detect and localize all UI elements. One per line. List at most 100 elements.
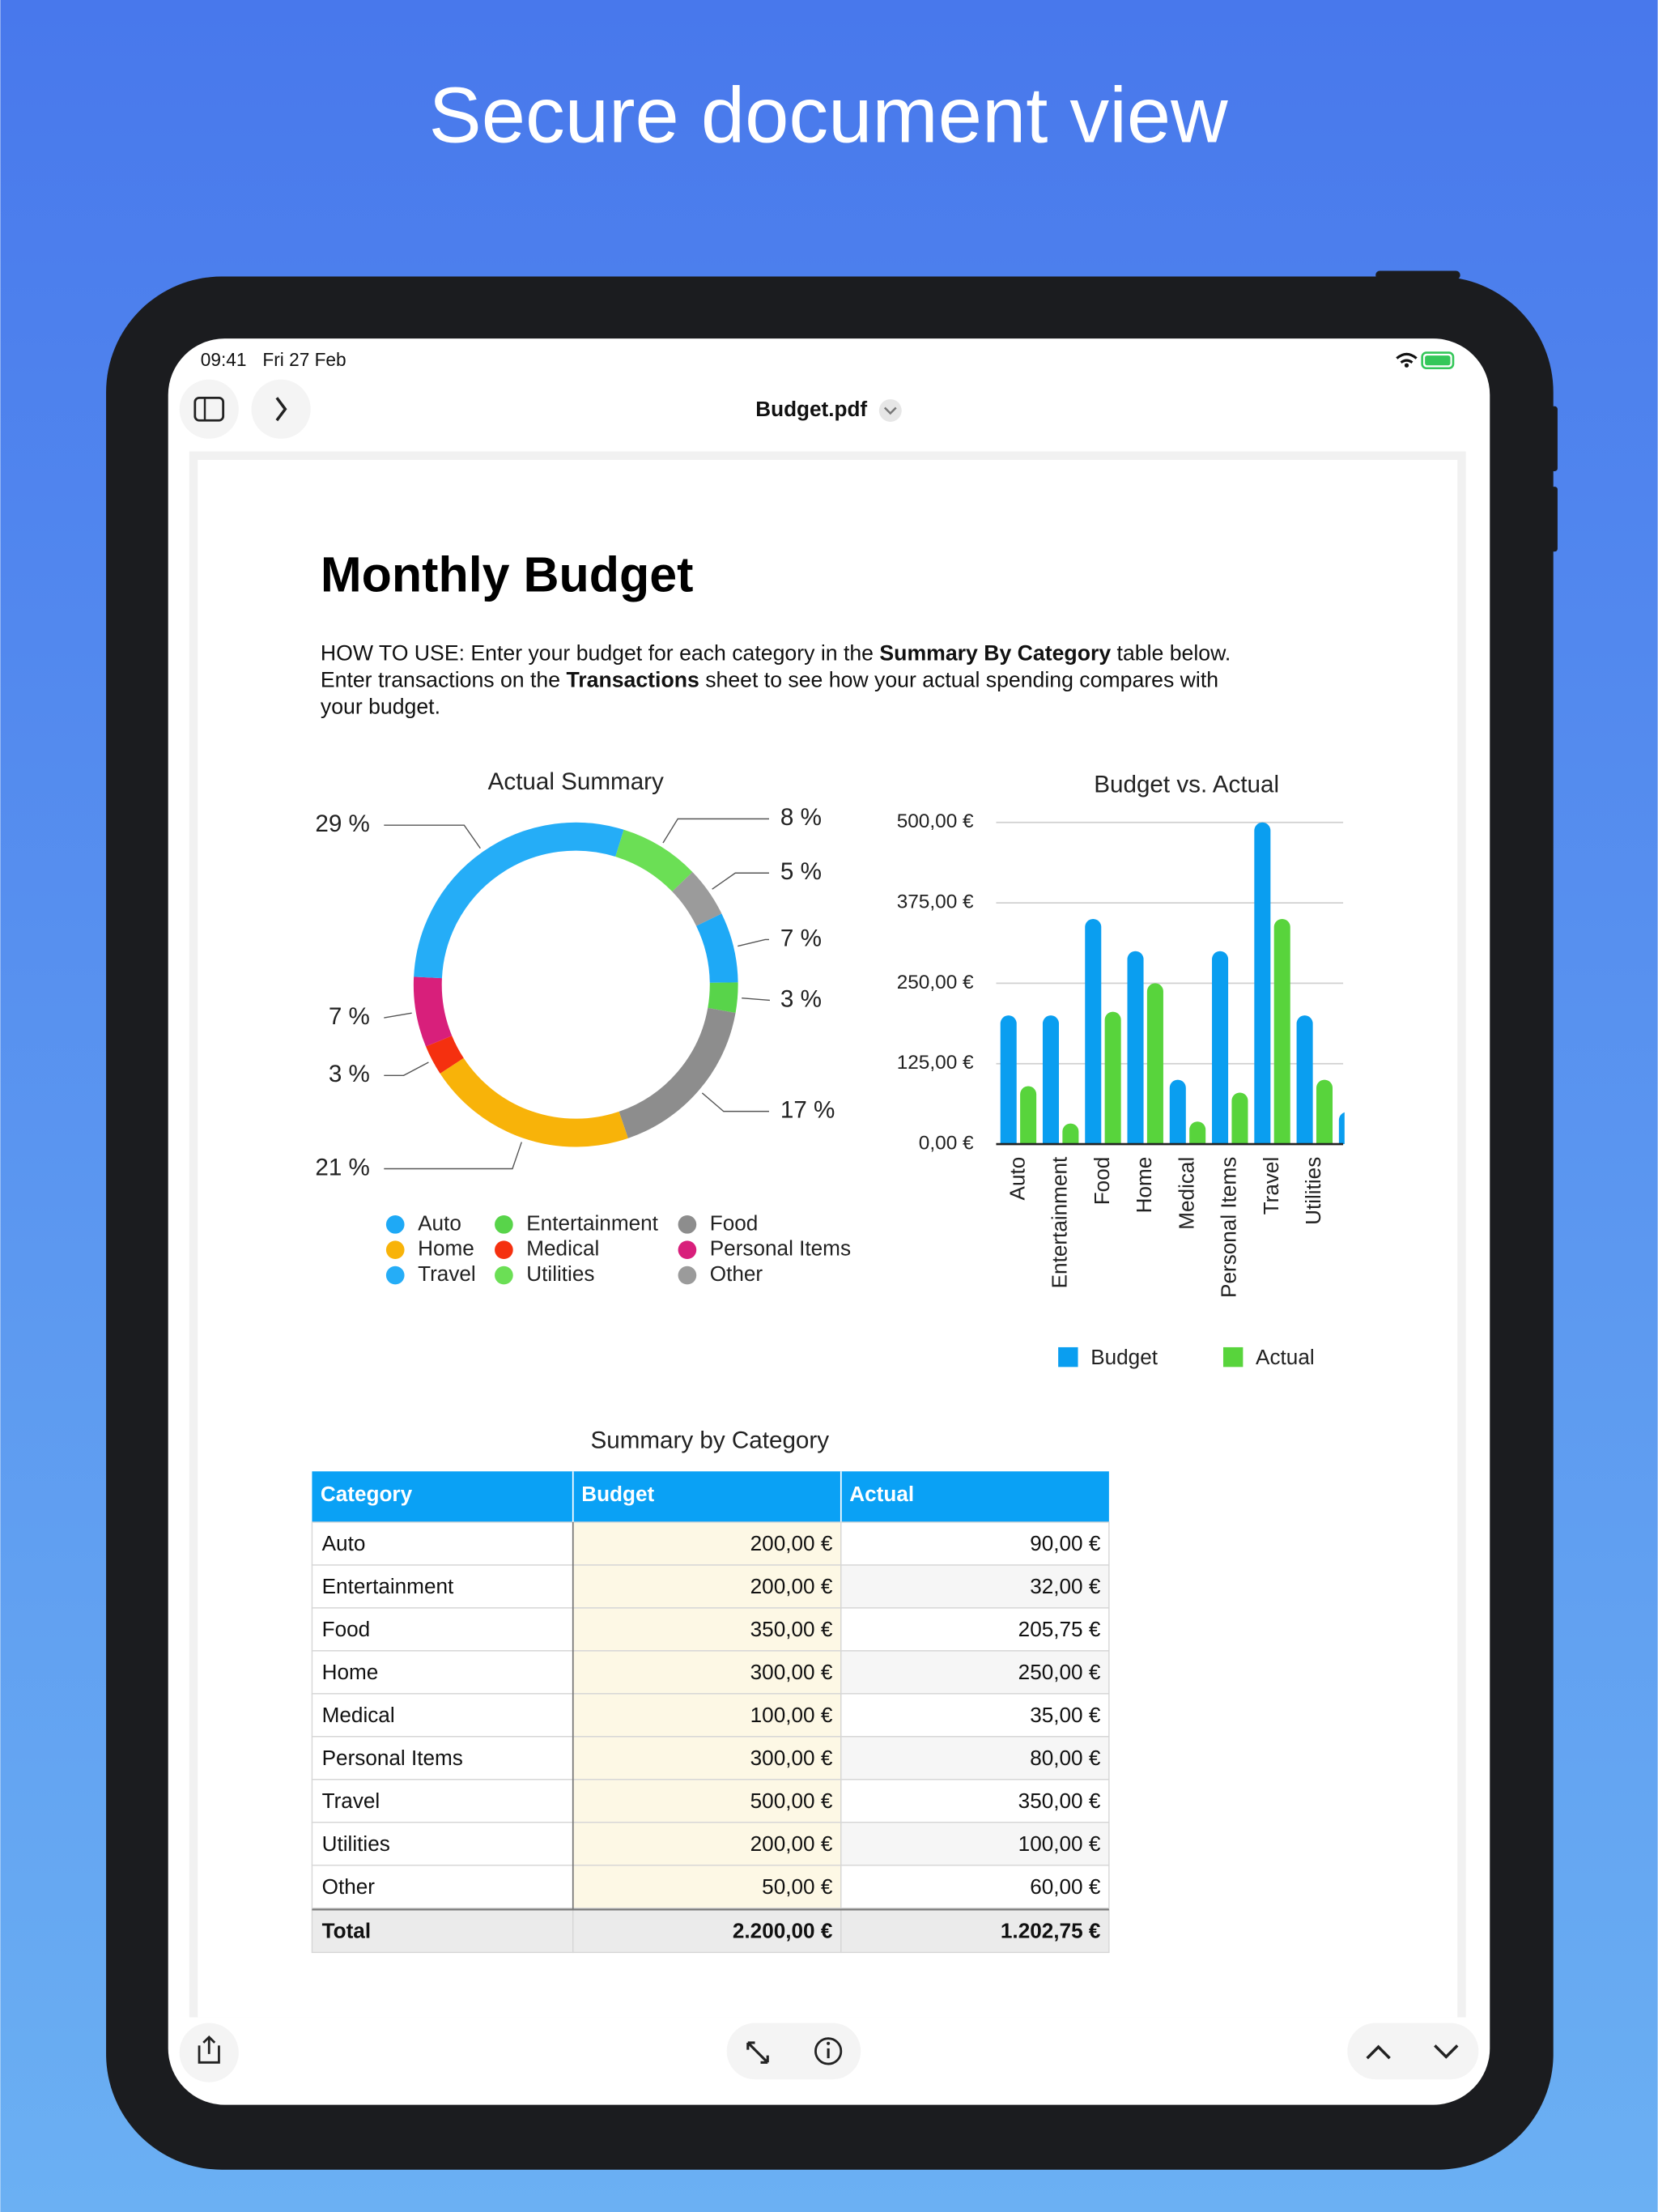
- chart-title: Actual Summary: [488, 768, 664, 795]
- legend-label: Personal Items: [710, 1236, 851, 1261]
- leader-line: [662, 818, 769, 844]
- legend-label: Budget: [1090, 1345, 1158, 1369]
- data-label: 7 %: [329, 1003, 370, 1030]
- chart-title: Budget vs. Actual: [1094, 771, 1279, 798]
- table-cell-text: Food: [322, 1617, 371, 1641]
- table-cell-text: 100,00 €: [750, 1703, 833, 1727]
- table-cell: [311, 1521, 574, 1566]
- file-menu-button[interactable]: [878, 399, 902, 422]
- forward-button[interactable]: [251, 379, 311, 439]
- wifi-icon: [1396, 352, 1418, 364]
- table-cell-text: 350,00 €: [750, 1617, 833, 1641]
- previous-page-button[interactable]: [1366, 2044, 1391, 2060]
- table-cell: [311, 1564, 574, 1609]
- table-cell-text: Travel: [322, 1789, 380, 1813]
- y-tick-label: 125,00 €: [897, 1052, 974, 1074]
- data-label: 29 %: [315, 810, 369, 837]
- table-cell-text: 2.200,00 €: [733, 1919, 833, 1943]
- bar: [1254, 822, 1271, 1145]
- pie-slice: [708, 982, 738, 1013]
- bar: [1085, 918, 1102, 1145]
- bar: [1146, 983, 1163, 1145]
- leader-line: [712, 872, 769, 890]
- instruction-text: Enter transactions on the: [321, 668, 567, 692]
- table-cell: [840, 1650, 1110, 1695]
- table-cell-text: 80,00 €: [1030, 1746, 1101, 1770]
- device-button: [1550, 487, 1558, 552]
- next-page-button[interactable]: [1434, 2044, 1459, 2059]
- forward-icon: [275, 397, 287, 422]
- sidebar-button[interactable]: [179, 379, 239, 439]
- bar: [1104, 1011, 1121, 1145]
- table-cell: [840, 1822, 1110, 1866]
- legend-label: Actual: [1256, 1345, 1315, 1369]
- pie-slice: [619, 1007, 736, 1138]
- pie-slice: [672, 871, 722, 926]
- table-cell-text: Auto: [322, 1531, 366, 1555]
- data-label: 8 %: [780, 804, 822, 831]
- legend-label: Travel: [418, 1261, 476, 1286]
- bar: [1127, 951, 1144, 1145]
- table-cell-text: 60,00 €: [1030, 1874, 1101, 1899]
- chevron-icon: [883, 406, 897, 415]
- legend-swatch: [495, 1215, 513, 1234]
- fullscreen-button[interactable]: [746, 2041, 769, 2064]
- device-button: [1550, 406, 1558, 471]
- legend-label: Utilities: [526, 1261, 594, 1286]
- page-navigation: [1347, 2023, 1479, 2080]
- table-cell: [840, 1607, 1110, 1652]
- bar: [1020, 1086, 1037, 1145]
- y-tick-label: 0,00 €: [919, 1132, 974, 1154]
- y-tick-label: 375,00 €: [897, 891, 974, 913]
- legend-swatch: [1058, 1346, 1078, 1368]
- table-cell-text: 200,00 €: [750, 1531, 833, 1555]
- table-cell-text: Entertainment: [322, 1574, 454, 1598]
- table-cell-text: Utilities: [322, 1831, 390, 1856]
- plot-area: [1000, 822, 1345, 1145]
- pie-chart: Actual Summary 7 % 3 % 17 % 21 % 3 % 7 % 29 % 8 …: [315, 768, 851, 1286]
- battery-level: [1425, 355, 1451, 366]
- table-cell: [840, 1865, 1110, 1909]
- legend-label: Other: [710, 1261, 763, 1286]
- table-cell-text: 300,00 €: [750, 1746, 833, 1770]
- file-name[interactable]: Budget.pdf: [755, 397, 867, 421]
- instruction-text: HOW TO USE: Enter your budget for each c…: [321, 640, 880, 665]
- x-tick-label: Auto: [1005, 1157, 1029, 1201]
- data-label: 17 %: [780, 1096, 835, 1123]
- table-cell: [572, 1822, 842, 1866]
- table-title: Summary by Category: [590, 1427, 829, 1454]
- info-button[interactable]: [814, 2037, 843, 2065]
- bar: [1338, 1112, 1345, 1145]
- legend-swatch: [385, 1215, 405, 1234]
- legend-label: Entertainment: [526, 1210, 658, 1235]
- pie-slice: [695, 913, 738, 984]
- legend-swatch: [678, 1240, 697, 1260]
- x-tick-label: Home: [1132, 1157, 1156, 1214]
- header-cell: Actual: [849, 1482, 914, 1506]
- y-tick-label: 500,00 €: [897, 810, 974, 832]
- status-date: Fri 27 Feb: [262, 349, 346, 370]
- table-cell-text: 200,00 €: [750, 1831, 833, 1856]
- summary-table: Summary by Category Category Budget Actual A…: [311, 1427, 1110, 1954]
- legend-label: Home: [418, 1236, 474, 1261]
- bar: [1273, 918, 1290, 1145]
- table-cell-text: 205,75 €: [1018, 1617, 1101, 1641]
- bar: [1062, 1123, 1079, 1145]
- y-tick-label: 250,00 €: [897, 972, 974, 993]
- table-cell-text: Medical: [322, 1703, 395, 1727]
- instructions: HOW TO USE: Enter your budget for each c…: [321, 640, 1231, 718]
- legend-swatch: [1222, 1346, 1244, 1368]
- x-tick-label: Utilities: [1301, 1157, 1325, 1225]
- legend-swatch: [495, 1266, 513, 1285]
- x-tick-label: Food: [1090, 1157, 1114, 1206]
- leader-line: [738, 938, 769, 947]
- x-tick-label: Entertainment: [1048, 1156, 1072, 1288]
- leader-line: [742, 997, 770, 1002]
- pie-slice: [614, 829, 693, 892]
- leader-line: [384, 1012, 412, 1019]
- table-cell: [311, 1908, 574, 1954]
- leader-line: [384, 824, 481, 849]
- legend-label: Auto: [418, 1210, 461, 1235]
- battery-icon: [1421, 351, 1455, 370]
